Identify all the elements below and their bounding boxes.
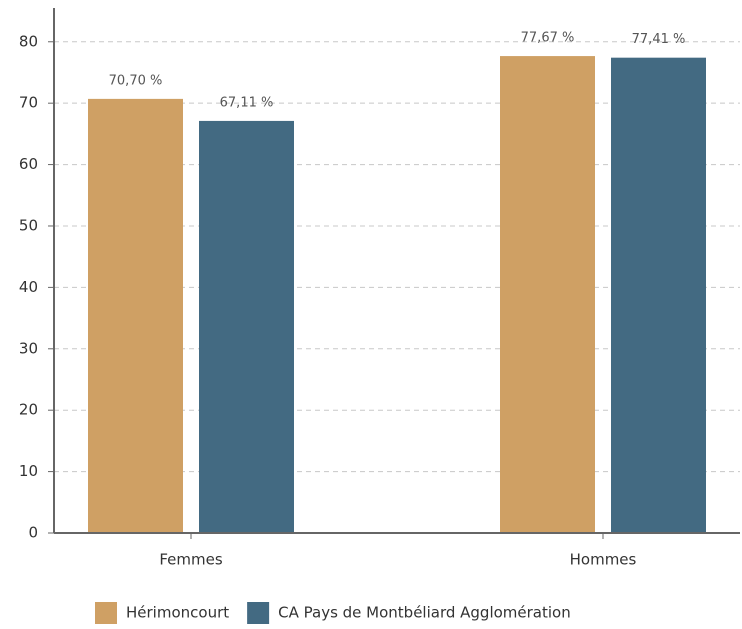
bar bbox=[500, 56, 595, 533]
y-tick-label: 30 bbox=[19, 339, 38, 357]
value-label: 77,67 % bbox=[521, 31, 575, 46]
value-label: 77,41 % bbox=[632, 32, 686, 47]
legend-swatch bbox=[95, 602, 117, 624]
value-label: 70,70 % bbox=[109, 73, 163, 88]
legend-label: Hérimoncourt bbox=[126, 604, 229, 622]
y-tick-label: 20 bbox=[19, 401, 38, 419]
legend-label: CA Pays de Montbéliard Agglomération bbox=[278, 604, 571, 622]
bar bbox=[611, 57, 706, 533]
x-tick-label: Hommes bbox=[570, 551, 637, 569]
legend-swatch bbox=[247, 602, 270, 624]
y-tick-label: 70 bbox=[19, 94, 38, 112]
y-tick-label: 50 bbox=[19, 216, 38, 234]
y-tick-label: 0 bbox=[28, 524, 38, 542]
y-tick-label: 60 bbox=[19, 155, 38, 173]
bar bbox=[199, 120, 294, 533]
y-tick-label: 40 bbox=[19, 278, 38, 296]
value-label: 67,11 % bbox=[220, 95, 274, 110]
x-tick-label: Femmes bbox=[159, 551, 222, 569]
bar bbox=[88, 98, 183, 533]
y-tick-label: 80 bbox=[19, 32, 38, 50]
y-tick-label: 10 bbox=[19, 462, 38, 480]
